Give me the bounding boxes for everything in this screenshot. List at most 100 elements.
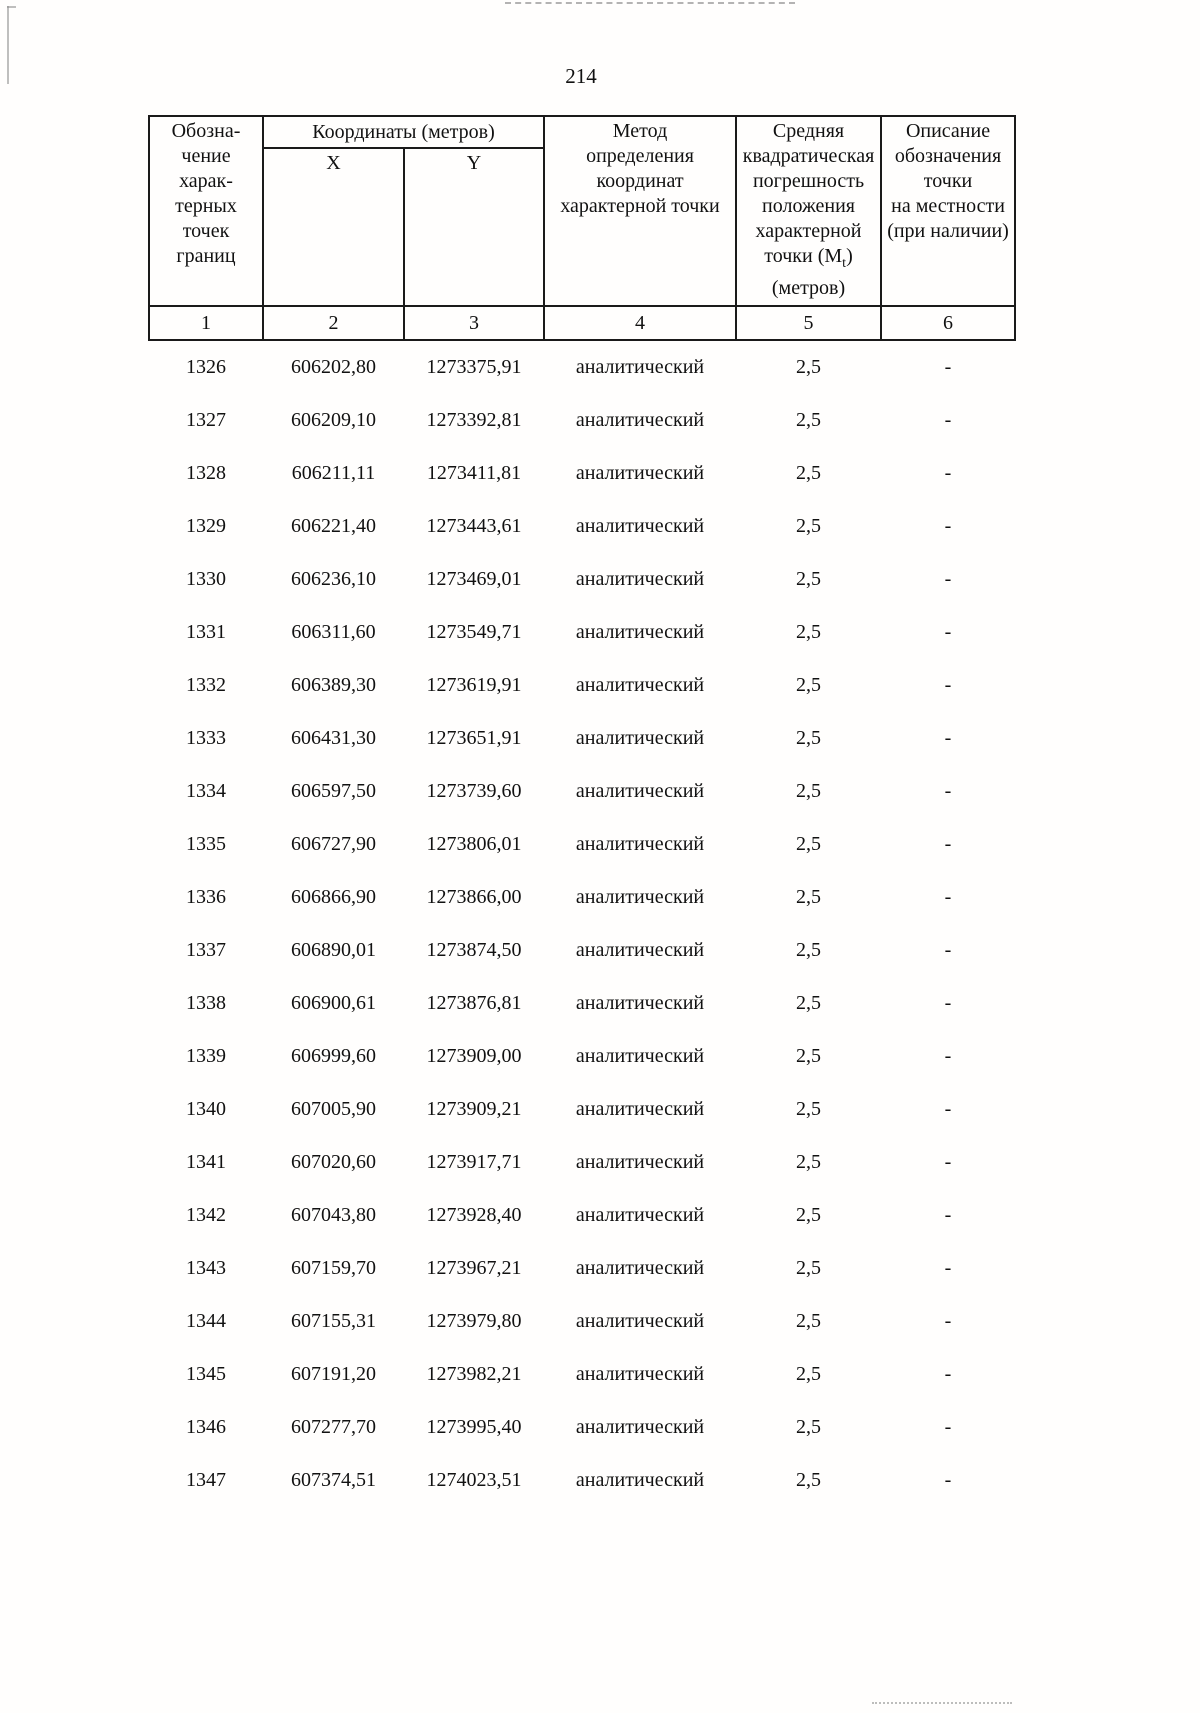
header-error: Средняя квадратическая погрешность полож… — [735, 115, 883, 307]
point-number: 1340 — [186, 1098, 226, 1120]
scan-artifact-top-dashes — [505, 2, 795, 4]
point-number: 1345 — [186, 1363, 226, 1385]
method: аналитический — [575, 1151, 705, 1173]
point-number: 1326 — [186, 356, 226, 378]
column-number-6: 6 — [880, 305, 1017, 341]
description: - — [944, 886, 952, 908]
point-number: 1344 — [186, 1310, 226, 1332]
table-body: 1326 606202,80 1273375,91 аналитический 2,5 -… — [149, 340, 1015, 1507]
error: 2,5 — [796, 886, 822, 908]
method: аналитический — [575, 992, 705, 1014]
error: 2,5 — [796, 727, 822, 749]
method: аналитический — [575, 515, 705, 537]
coord-x: 606431,30 — [291, 727, 376, 749]
error: 2,5 — [796, 1310, 822, 1332]
table-row: 1342 607043,80 1273928,40 аналитический 2,5 - — [149, 1189, 1015, 1242]
description: - — [944, 1151, 952, 1173]
coord-x: 606209,10 — [291, 409, 376, 431]
point-number: 1331 — [186, 621, 226, 643]
scan-artifact-bottom-dots — [872, 1702, 1012, 1704]
point-number: 1332 — [186, 674, 226, 696]
coord-x: 606999,60 — [291, 1045, 376, 1067]
method: аналитический — [575, 356, 705, 378]
error: 2,5 — [796, 1151, 822, 1173]
coord-y: 1273928,40 — [426, 1204, 522, 1226]
point-number: 1334 — [186, 780, 226, 802]
error: 2,5 — [796, 833, 822, 855]
point-number: 1342 — [186, 1204, 226, 1226]
error: 2,5 — [796, 1204, 822, 1226]
point-number: 1339 — [186, 1045, 226, 1067]
description: - — [944, 515, 952, 537]
coord-x: 606202,80 — [291, 356, 376, 378]
table-row: 1347 607374,51 1274023,51 аналитический 2,5 - — [149, 1454, 1015, 1507]
description: - — [944, 939, 952, 961]
coord-x: 607191,20 — [291, 1363, 376, 1385]
coord-y: 1273549,71 — [426, 621, 522, 643]
point-number: 1347 — [186, 1469, 226, 1491]
coord-x: 606890,01 — [291, 939, 376, 961]
coord-x: 607043,80 — [291, 1204, 376, 1226]
header-error-subscript: t — [842, 256, 847, 271]
description: - — [944, 833, 952, 855]
description: - — [944, 462, 952, 484]
description: - — [944, 1098, 952, 1120]
point-number: 1337 — [186, 939, 226, 961]
coord-y: 1273392,81 — [426, 409, 522, 431]
point-number: 1343 — [186, 1257, 226, 1279]
error: 2,5 — [796, 674, 822, 696]
table-row: 1340 607005,90 1273909,21 аналитический 2,5 - — [149, 1083, 1015, 1136]
description: - — [944, 1416, 952, 1438]
header-error-text: Средняя квадратическая погрешность полож… — [742, 120, 875, 267]
point-number: 1341 — [186, 1151, 226, 1173]
coord-y: 1273443,61 — [426, 515, 522, 537]
table-row: 1334 606597,50 1273739,60 аналитический 2,5 - — [149, 765, 1015, 818]
method: аналитический — [575, 409, 705, 431]
coord-y: 1273909,21 — [426, 1098, 522, 1120]
method: аналитический — [575, 1045, 705, 1067]
table-row: 1326 606202,80 1273375,91 аналитический 2,5 - — [149, 340, 1015, 394]
point-number: 1327 — [186, 409, 226, 431]
header-description: Описание обозначения точки на местности … — [880, 115, 1017, 307]
description: - — [944, 1257, 952, 1279]
method: аналитический — [575, 1363, 705, 1385]
column-number-4: 4 — [543, 305, 738, 341]
header-coord-x: X — [262, 147, 405, 307]
method: аналитический — [575, 1469, 705, 1491]
table-row: 1327 606209,10 1273392,81 аналитический 2,5 - — [149, 394, 1015, 447]
header-error-text2: ) (метров) — [771, 245, 853, 299]
method: аналитический — [575, 462, 705, 484]
error: 2,5 — [796, 1416, 822, 1438]
table-header: Обозна- чение харак- терных точек границ… — [148, 115, 1017, 341]
coord-x: 606866,90 — [291, 886, 376, 908]
coord-y: 1273469,01 — [426, 568, 522, 590]
error: 2,5 — [796, 780, 822, 802]
coord-x: 606597,50 — [291, 780, 376, 802]
error: 2,5 — [796, 621, 822, 643]
coord-x: 606727,90 — [291, 833, 376, 855]
coord-y: 1273995,40 — [426, 1416, 522, 1438]
coord-x: 606389,30 — [291, 674, 376, 696]
description: - — [944, 992, 952, 1014]
coord-x: 606236,10 — [291, 568, 376, 590]
error: 2,5 — [796, 356, 822, 378]
error: 2,5 — [796, 515, 822, 537]
point-number: 1336 — [186, 886, 226, 908]
table-row: 1343 607159,70 1273967,21 аналитический 2,5 - — [149, 1242, 1015, 1295]
column-number-3: 3 — [402, 305, 546, 341]
table-row: 1331 606311,60 1273549,71 аналитический 2,5 - — [149, 606, 1015, 659]
table-row: 1330 606236,10 1273469,01 аналитический 2,5 - — [149, 553, 1015, 606]
coord-y: 1273739,60 — [426, 780, 522, 802]
error: 2,5 — [796, 1257, 822, 1279]
coord-x: 606900,61 — [291, 992, 376, 1014]
table-row: 1333 606431,30 1273651,91 аналитический 2,5 - — [149, 712, 1015, 765]
error: 2,5 — [796, 992, 822, 1014]
table-row: 1341 607020,60 1273917,71 аналитический 2,5 - — [149, 1136, 1015, 1189]
coord-x: 607155,31 — [291, 1310, 376, 1332]
coord-y: 1273411,81 — [426, 462, 522, 484]
description: - — [944, 568, 952, 590]
header-point-designation: Обозна- чение харак- терных точек границ — [148, 115, 264, 307]
point-number: 1346 — [186, 1416, 226, 1438]
scan-artifact-left-line — [7, 6, 9, 84]
